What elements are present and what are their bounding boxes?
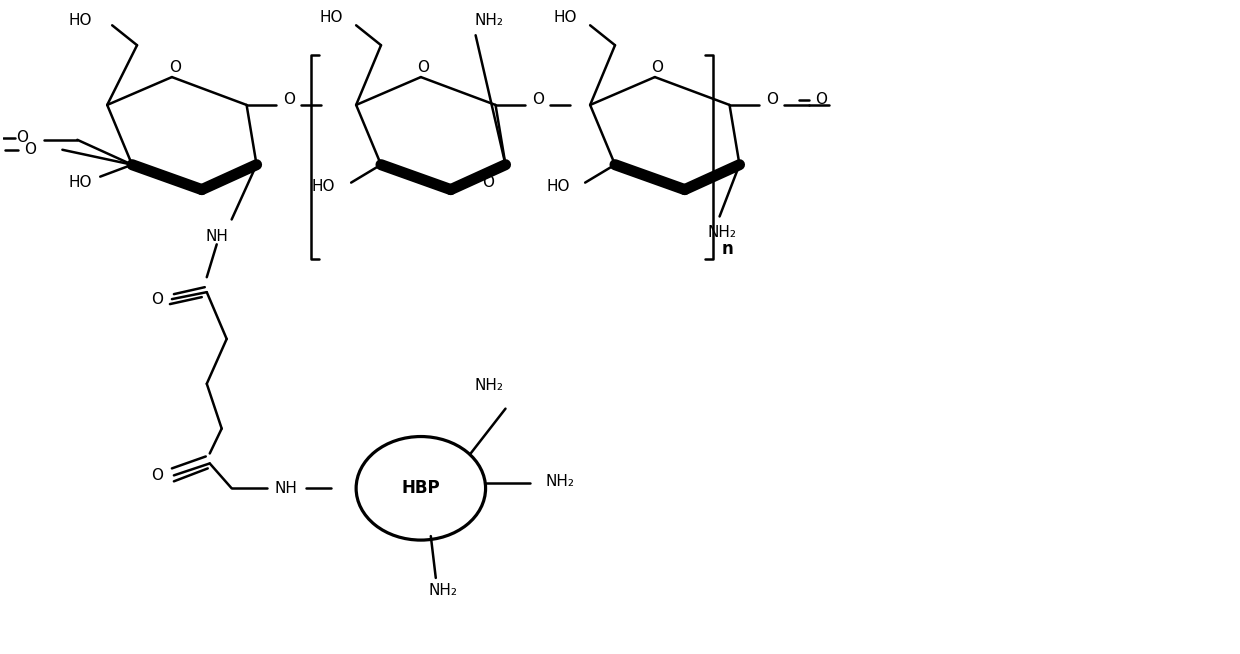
Text: HO: HO [311,179,335,194]
Text: NH₂: NH₂ [474,13,503,28]
Text: O: O [151,292,162,307]
Text: O: O [532,92,544,107]
Text: n: n [722,240,733,258]
Text: HO: HO [68,13,92,28]
Text: HO: HO [553,10,577,25]
Text: O: O [16,130,29,145]
Text: NH₂: NH₂ [546,474,574,489]
Text: O: O [151,468,162,483]
Text: NH: NH [275,481,298,496]
Text: HO: HO [320,10,343,25]
Text: NH₂: NH₂ [428,583,458,598]
Text: O: O [169,60,181,75]
Text: O: O [417,60,429,75]
Text: O: O [25,143,36,157]
Text: O: O [482,175,495,190]
Text: HO: HO [547,179,570,194]
Text: O: O [766,92,779,107]
Text: HO: HO [68,175,92,190]
Text: NH: NH [206,229,228,244]
Text: NH₂: NH₂ [707,225,737,240]
Text: HBP: HBP [402,479,440,497]
Text: NH₂: NH₂ [474,378,503,393]
Text: O: O [815,92,827,107]
Text: O: O [651,60,663,75]
Text: O: O [284,92,295,107]
